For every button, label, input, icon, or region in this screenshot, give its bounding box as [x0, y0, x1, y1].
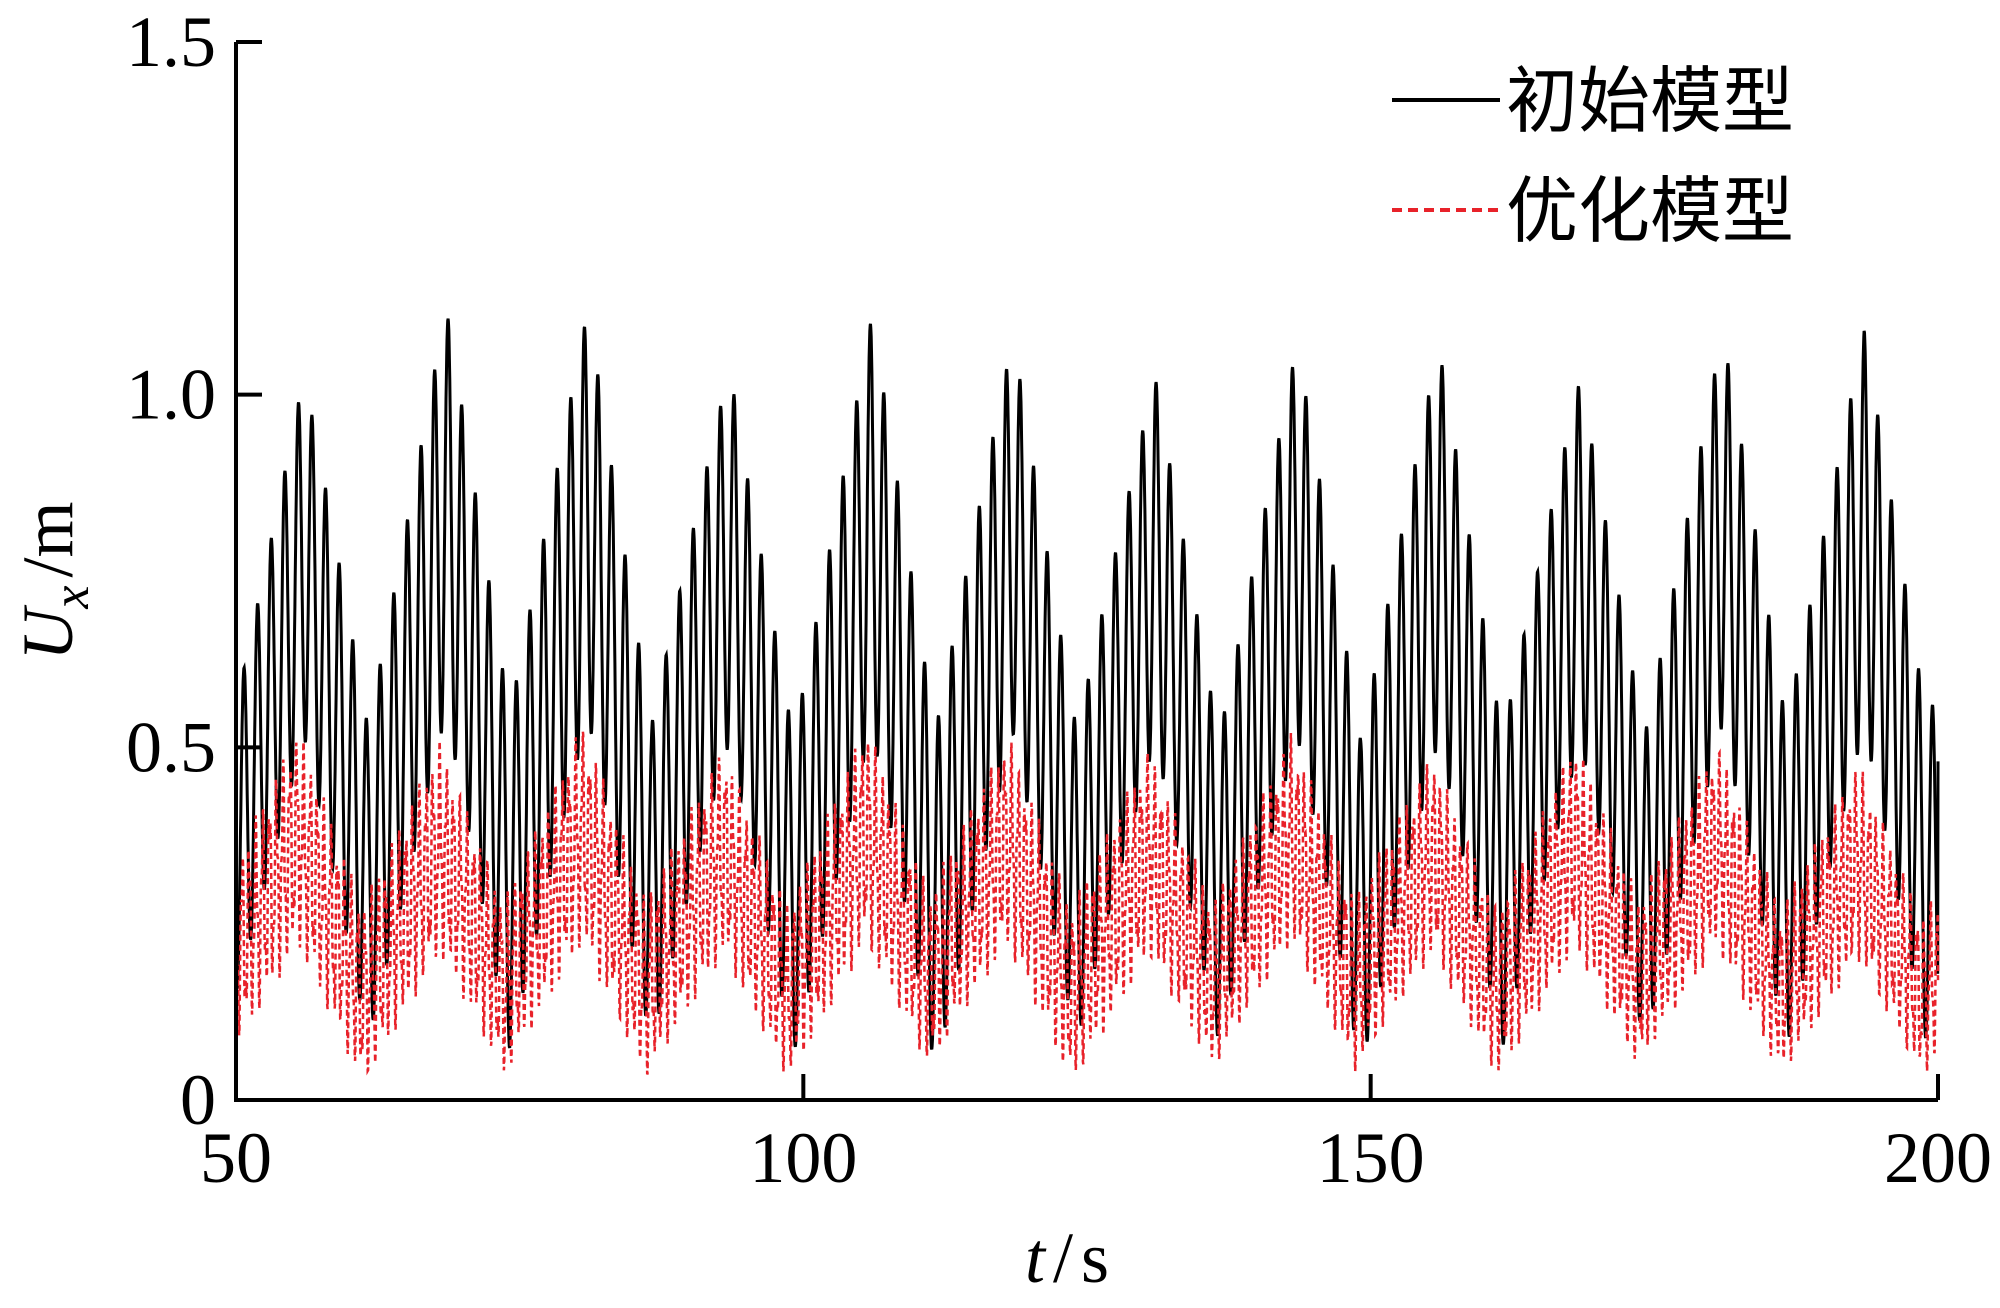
x-tick-label: 150 [1317, 1118, 1425, 1198]
legend-item-initial-model: 初始模型 [1392, 59, 1794, 143]
y-axis-slash: / [8, 557, 88, 577]
y-axis-subscript: x [43, 585, 100, 609]
x-axis-unit: s [1081, 1218, 1109, 1298]
y-axis-title: Ux /m [8, 501, 100, 660]
y-axis-unit: m [8, 501, 88, 557]
legend-label: 优化模型 [1506, 169, 1794, 253]
x-axis-title: t / s [1025, 1218, 1109, 1298]
x-axis-slash: / [1053, 1218, 1073, 1298]
x-tick-label: 100 [749, 1118, 857, 1198]
x-axis-var: t [1025, 1218, 1047, 1298]
ticks-layer: 0 0.5 1.0 1.5 50 100 150 200 [126, 2, 1992, 1198]
legend-item-optimized-model: 优化模型 [1392, 169, 1794, 253]
y-tick-label: 1.5 [126, 2, 216, 82]
series-layer [234, 318, 1940, 1076]
legend-label: 初始模型 [1506, 59, 1794, 143]
y-axis-var: U [8, 605, 88, 661]
axes-layer [234, 42, 1938, 1102]
series-line-optimized-model [234, 731, 1940, 1076]
series-line-initial-model [234, 318, 1940, 1050]
x-tick-label: 200 [1884, 1118, 1992, 1198]
x-tick-label: 50 [200, 1118, 272, 1198]
labels-layer: Ux/m t / s [8, 501, 1109, 1298]
y-tick-label: 0.5 [126, 707, 216, 787]
y-tick-label: 1.0 [126, 355, 216, 435]
y-tick-label: 0 [180, 1060, 216, 1140]
